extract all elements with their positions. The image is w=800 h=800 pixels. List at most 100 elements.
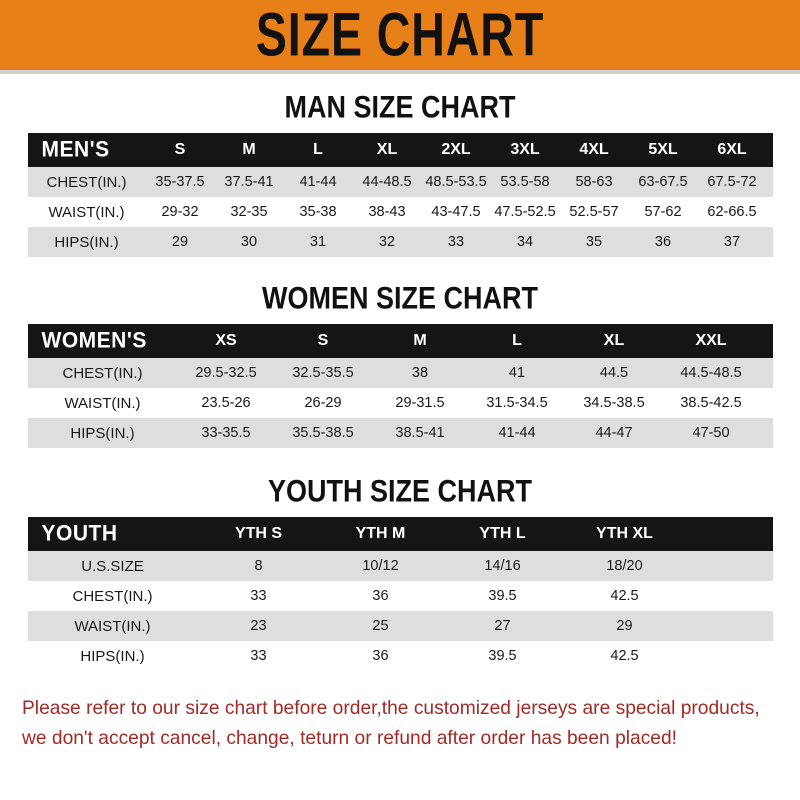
man-waist-2xl: 43-47.5 <box>431 204 481 220</box>
man-size-header-s: S <box>174 141 186 158</box>
man-chest-s: 35-37.5 <box>155 174 205 190</box>
youth-chest-l: 39.5 <box>488 588 517 604</box>
man-chest-3xl: 53.5-58 <box>500 174 550 190</box>
women-chest-row: CHEST(IN.) 29.5-32.5 32.5-35.5 38 41 44.… <box>27 358 773 388</box>
man-chest-m: 37.5-41 <box>224 174 274 190</box>
youth-waist-label: WAIST(IN.) <box>74 617 151 635</box>
women-size-header-xxl: XXL <box>695 332 727 349</box>
man-hips-6xl: 37 <box>723 234 741 250</box>
man-hips-l: 31 <box>309 234 327 250</box>
man-chest-l: 41-44 <box>299 174 337 190</box>
man-table-corner-label: MEN'S <box>41 137 110 162</box>
man-chest-label: CHEST(IN.) <box>46 173 127 191</box>
man-size-header-2xl: 2XL <box>441 141 471 158</box>
women-hips-m: 38.5-41 <box>395 425 445 441</box>
man-hips-s: 29 <box>171 234 189 250</box>
man-waist-6xl: 62-66.5 <box>707 204 757 220</box>
youth-chest-xl: 42.5 <box>610 588 639 604</box>
women-chest-m: 38 <box>411 365 429 381</box>
banner-bottom-edge <box>0 70 800 74</box>
youth-hips-m: 36 <box>372 648 389 664</box>
youth-us-size-row: U.S.SIZE 8 10/12 14/16 18/20 <box>27 551 773 581</box>
youth-size-header-m: YTH M <box>355 525 406 542</box>
man-waist-row: WAIST(IN.) 29-32 32-35 35-38 38-43 43-47… <box>27 197 773 227</box>
women-waist-label: WAIST(IN.) <box>64 394 141 412</box>
banner-title: SIZE CHART <box>255 0 545 70</box>
man-chest-xl: 44-48.5 <box>362 174 412 190</box>
man-chest-4xl: 58-63 <box>575 174 613 190</box>
women-table-header-row: WOMEN'S XS S M L XL XXL <box>27 324 773 358</box>
women-chest-xl: 44.5 <box>599 365 629 381</box>
man-waist-s: 29-32 <box>161 204 199 220</box>
man-chest-5xl: 63-67.5 <box>638 174 688 190</box>
man-waist-5xl: 57-62 <box>644 204 682 220</box>
man-hips-row: HIPS(IN.) 29 30 31 32 33 34 35 36 37 <box>27 227 773 257</box>
man-chest-6xl: 67.5-72 <box>707 174 757 190</box>
youth-size-table: YOUTH YTH S YTH M YTH L YTH XL U.S.SIZE … <box>27 517 773 671</box>
women-hips-xl: 44-47 <box>595 425 633 441</box>
man-size-header-l: L <box>313 141 323 158</box>
man-waist-4xl: 52.5-57 <box>569 204 619 220</box>
women-waist-xs: 23.5-26 <box>201 395 251 411</box>
women-waist-l: 31.5-34.5 <box>486 395 548 411</box>
man-hips-4xl: 35 <box>585 234 603 250</box>
youth-hips-label: HIPS(IN.) <box>80 647 145 665</box>
youth-chest-s: 33 <box>250 588 267 604</box>
man-size-header-5xl: 5XL <box>648 141 678 158</box>
women-size-header-m: M <box>413 332 427 349</box>
man-size-header-6xl: 6XL <box>717 141 747 158</box>
man-chest-2xl: 48.5-53.5 <box>425 174 487 190</box>
women-hips-xs: 33-35.5 <box>201 425 251 441</box>
man-chest-row: CHEST(IN.) 35-37.5 37.5-41 41-44 44-48.5… <box>27 167 773 197</box>
women-size-header-xs: XS <box>215 332 237 349</box>
youth-hips-row: HIPS(IN.) 33 36 39.5 42.5 <box>27 641 773 671</box>
youth-table-header-row: YOUTH YTH S YTH M YTH L YTH XL <box>27 517 773 551</box>
women-hips-s: 35.5-38.5 <box>292 425 354 441</box>
women-size-header-xl: XL <box>603 332 625 349</box>
man-waist-m: 32-35 <box>230 204 268 220</box>
man-size-table: MEN'S S M L XL 2XL 3XL 4XL 5XL 6XL CHEST… <box>27 133 773 257</box>
women-chest-s: 32.5-35.5 <box>292 365 354 381</box>
women-hips-l: 41-44 <box>498 425 536 441</box>
man-waist-label: WAIST(IN.) <box>48 203 125 221</box>
women-size-header-l: L <box>512 332 522 349</box>
youth-us-size-xl: 18/20 <box>606 558 643 574</box>
youth-hips-xl: 42.5 <box>610 648 639 664</box>
women-waist-xxl: 38.5-42.5 <box>680 395 742 411</box>
women-size-table: WOMEN'S XS S M L XL XXL CHEST(IN.) 29.5-… <box>27 324 773 448</box>
man-hips-5xl: 36 <box>654 234 672 250</box>
man-size-header-xl: XL <box>376 141 398 158</box>
man-section-title: MAN SIZE CHART <box>284 89 516 125</box>
women-chest-l: 41 <box>508 365 526 381</box>
youth-chest-m: 36 <box>372 588 389 604</box>
women-section-title: WOMEN SIZE CHART <box>262 280 538 316</box>
women-hips-label: HIPS(IN.) <box>70 424 135 442</box>
youth-waist-row: WAIST(IN.) 23 25 27 29 <box>27 611 773 641</box>
man-hips-2xl: 33 <box>447 234 465 250</box>
youth-waist-s: 23 <box>250 618 267 634</box>
youth-size-header-xl: YTH XL <box>596 525 653 542</box>
man-table-header-row: MEN'S S M L XL 2XL 3XL 4XL 5XL 6XL <box>27 133 773 167</box>
man-hips-m: 30 <box>240 234 258 250</box>
women-chest-xxl: 44.5-48.5 <box>680 365 742 381</box>
man-waist-l: 35-38 <box>299 204 337 220</box>
women-size-header-s: S <box>317 332 329 349</box>
youth-size-header-l: YTH L <box>479 525 526 542</box>
man-waist-xl: 38-43 <box>368 204 406 220</box>
youth-table-corner-label: YOUTH <box>41 521 118 546</box>
order-policy-line-2: we don't accept cancel, change, teturn o… <box>22 727 678 749</box>
women-waist-xl: 34.5-38.5 <box>583 395 645 411</box>
youth-waist-xl: 29 <box>616 618 633 634</box>
women-hips-xxl: 47-50 <box>692 425 730 441</box>
youth-hips-l: 39.5 <box>488 648 517 664</box>
youth-us-size-s: 8 <box>254 558 263 574</box>
man-hips-label: HIPS(IN.) <box>54 233 119 251</box>
women-chest-label: CHEST(IN.) <box>62 364 143 382</box>
women-waist-m: 29-31.5 <box>395 395 445 411</box>
man-hips-xl: 32 <box>378 234 396 250</box>
man-hips-3xl: 34 <box>516 234 534 250</box>
youth-us-size-m: 10/12 <box>362 558 399 574</box>
women-table-corner-label: WOMEN'S <box>41 328 147 353</box>
youth-us-size-l: 14/16 <box>484 558 521 574</box>
youth-size-header-s: YTH S <box>234 525 283 542</box>
